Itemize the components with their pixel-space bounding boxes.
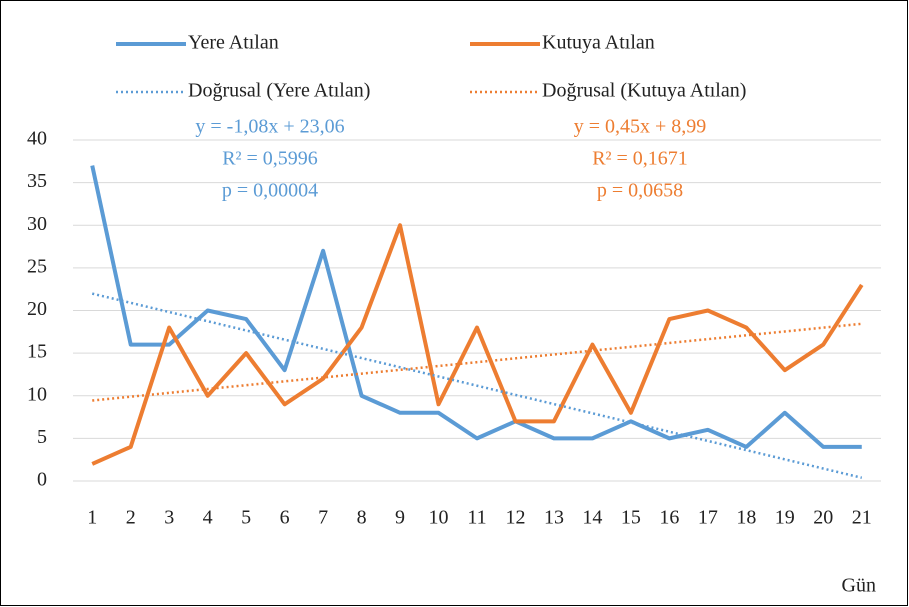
x-tick-label: 8 [357, 507, 367, 529]
x-tick-label: 14 [582, 507, 602, 529]
series-line [90, 165, 862, 449]
x-tick-label: 11 [467, 507, 486, 529]
x-tick-label: 19 [775, 507, 795, 529]
annotation: y = 0,45x + 8,99 [574, 116, 707, 138]
x-tick-label: 6 [280, 507, 290, 529]
x-tick-label: 10 [429, 507, 449, 529]
y-tick-label: 0 [37, 469, 47, 491]
x-tick-label: 2 [126, 507, 136, 529]
x-tick-label: 7 [318, 507, 328, 529]
y-tick-label: 35 [27, 170, 47, 192]
x-tick-label: 18 [736, 507, 756, 529]
x-tick-label: 9 [395, 507, 405, 529]
legend-label: Kutuya Atılan [542, 32, 655, 54]
trend-line [92, 322, 862, 402]
annotation: y = -1,08x + 23,06 [195, 116, 344, 138]
x-tick-label: 5 [241, 507, 251, 529]
annotation: R² = 0,5996 [222, 148, 318, 170]
y-tick-label: 20 [27, 298, 47, 320]
x-axis-label: Gün [842, 575, 876, 597]
x-tick-label: 15 [621, 507, 641, 529]
series-line [91, 223, 864, 466]
y-tick-label: 40 [27, 128, 47, 150]
x-tick-label: 1 [87, 507, 97, 529]
x-tick-label: 4 [203, 507, 213, 529]
legend-label: Yere Atılan [188, 32, 279, 54]
x-tick-label: 20 [813, 507, 833, 529]
x-tick-label: 16 [659, 507, 679, 529]
x-tick-label: 13 [544, 507, 564, 529]
y-tick-label: 30 [27, 213, 47, 235]
annotation: p = 0,0658 [597, 180, 683, 202]
legend-label: Doğrusal (Kutuya Atılan) [542, 80, 746, 102]
x-tick-label: 12 [505, 507, 525, 529]
y-tick-label: 25 [27, 255, 47, 277]
annotation: p = 0,00004 [222, 180, 318, 202]
y-tick-label: 15 [27, 341, 47, 363]
y-tick-label: 10 [27, 383, 47, 405]
legend-label: Doğrusal (Yere Atılan) [188, 80, 370, 102]
annotation: R² = 0,1671 [592, 148, 688, 170]
trend-line [91, 292, 863, 479]
x-tick-label: 21 [852, 507, 872, 529]
x-tick-label: 3 [164, 507, 174, 529]
y-tick-label: 5 [37, 426, 47, 448]
x-tick-label: 17 [698, 507, 718, 529]
